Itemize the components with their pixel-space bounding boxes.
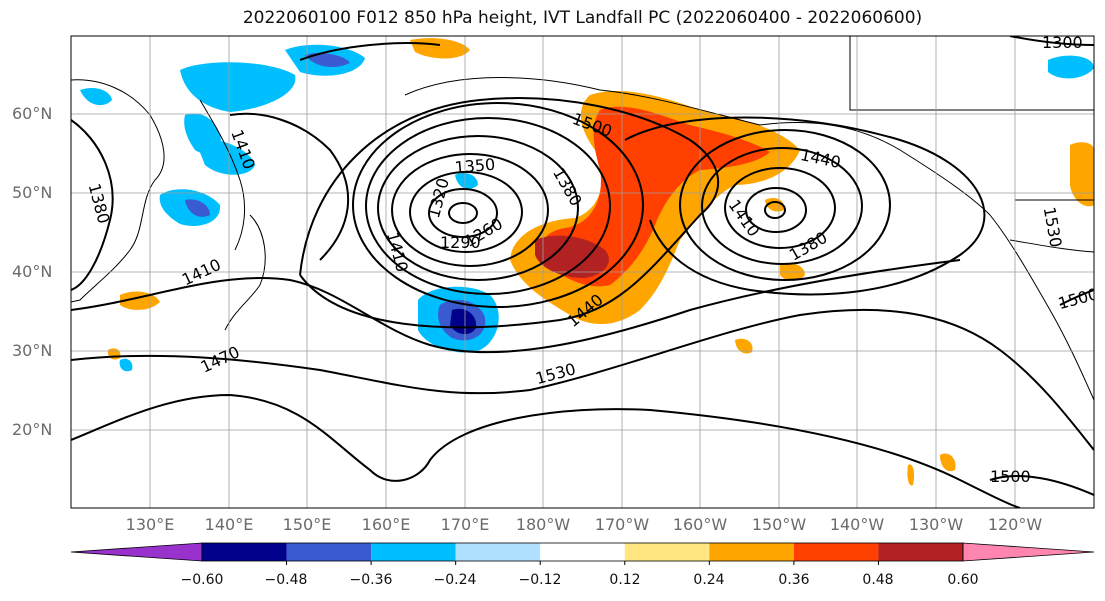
gridlines bbox=[71, 36, 1094, 508]
lon-label: 180°W bbox=[515, 515, 571, 534]
colorbar-tick: 0.12 bbox=[609, 572, 641, 588]
chart-title: 2022060100 F012 850 hPa height, IVT Land… bbox=[242, 8, 923, 28]
colorbar-frame bbox=[201, 542, 964, 562]
lon-label: 130°W bbox=[908, 515, 964, 534]
colorbar-segment bbox=[540, 543, 625, 561]
colorbar-tick: −0.12 bbox=[518, 572, 562, 588]
negative-ivt-shading bbox=[80, 44, 1094, 372]
colorbar-segment bbox=[793, 543, 879, 561]
colorbar-tick: −0.36 bbox=[349, 572, 393, 588]
colorbar-tick: −0.24 bbox=[433, 572, 477, 588]
lon-label: 150°E bbox=[282, 515, 332, 534]
lon-label: 140°W bbox=[829, 515, 885, 534]
colorbar-segment bbox=[371, 543, 456, 561]
colorbar-tick: 0.60 bbox=[947, 572, 979, 588]
lon-label: 140°E bbox=[204, 515, 254, 534]
lat-label: 50°N bbox=[12, 183, 53, 202]
colorbar-extend-high bbox=[962, 542, 1095, 562]
colorbar-tick: 0.24 bbox=[693, 572, 725, 588]
colorbar-segment bbox=[624, 543, 710, 561]
contour-label: 1290 bbox=[440, 233, 481, 252]
lon-label: 160°E bbox=[361, 515, 411, 534]
colorbar-segment bbox=[709, 543, 794, 561]
colorbar-tick: 0.48 bbox=[862, 572, 894, 588]
lat-label: 30°N bbox=[12, 341, 53, 360]
contour-label: 1300 bbox=[1042, 33, 1083, 52]
lon-label: 130°E bbox=[125, 515, 175, 534]
lat-label: 40°N bbox=[12, 262, 53, 281]
colorbar-tick: −0.48 bbox=[264, 572, 308, 588]
lon-label: 150°W bbox=[751, 515, 807, 534]
colorbar-segment bbox=[202, 543, 287, 561]
lon-label: 170°W bbox=[594, 515, 650, 534]
lat-label: 20°N bbox=[12, 420, 53, 439]
coastlines bbox=[71, 36, 1094, 401]
lon-label: 160°W bbox=[672, 515, 728, 534]
colorbar-tick: 0.36 bbox=[778, 572, 810, 588]
colorbar-segment bbox=[455, 543, 541, 561]
colorbar-extend-low bbox=[70, 542, 203, 562]
plot-frame bbox=[70, 35, 1095, 509]
contour-label: 1500 bbox=[990, 467, 1031, 486]
lon-label: 170°E bbox=[440, 515, 490, 534]
colorbar-segment bbox=[878, 543, 963, 561]
colorbar-tick: −0.60 bbox=[180, 572, 224, 588]
height-contours bbox=[71, 36, 1094, 508]
contour-label: 1350 bbox=[454, 155, 496, 177]
colorbar-segment bbox=[286, 543, 372, 561]
lon-label: 120°W bbox=[987, 515, 1043, 534]
lat-label: 60°N bbox=[12, 104, 53, 123]
